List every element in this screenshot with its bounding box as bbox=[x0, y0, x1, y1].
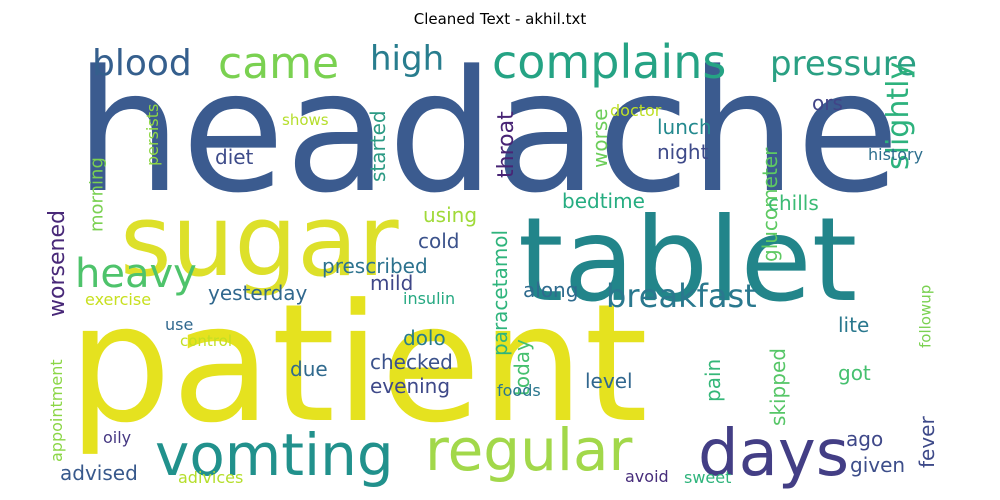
word-checked: checked bbox=[370, 350, 453, 374]
word-dolo: dolo bbox=[403, 326, 446, 350]
word-oily: oily bbox=[103, 428, 131, 447]
word-today: today bbox=[510, 339, 534, 396]
word-came: came bbox=[218, 38, 339, 89]
word-regular: regular bbox=[425, 416, 632, 484]
word-bedtime: bedtime bbox=[562, 189, 645, 213]
word-ors: ors bbox=[812, 91, 843, 115]
word-pain: pain bbox=[701, 359, 725, 402]
word-heavy: heavy bbox=[75, 251, 197, 297]
word-using: using bbox=[423, 203, 477, 227]
word-adivices: adivices bbox=[178, 468, 243, 487]
word-night: night bbox=[657, 140, 709, 164]
word-appointment: appointment bbox=[47, 359, 66, 462]
word-insulin: insulin bbox=[403, 289, 455, 308]
word-due: due bbox=[290, 357, 328, 381]
word-foods: foods bbox=[497, 381, 541, 400]
word-worse: worse bbox=[588, 108, 612, 168]
word-vomting: vomting bbox=[155, 421, 394, 489]
word-skipped: skipped bbox=[766, 348, 790, 426]
word-cold: cold bbox=[418, 229, 459, 253]
word-prescribed: prescribed bbox=[322, 254, 428, 278]
word-paracetamol: paracetamol bbox=[488, 230, 512, 356]
chart-title: Cleaned Text - akhil.txt bbox=[413, 10, 587, 28]
word-high: high bbox=[370, 39, 444, 79]
word-shows: shows bbox=[282, 111, 329, 129]
word-got: got bbox=[838, 361, 871, 385]
word-morning: morning bbox=[86, 157, 107, 232]
word-exercise: exercise bbox=[85, 290, 151, 309]
word-breakfast: breakfast bbox=[606, 277, 757, 315]
word-blood: blood bbox=[92, 43, 192, 84]
word-mild: mild bbox=[370, 271, 413, 295]
word-worsened: worsened bbox=[47, 210, 70, 317]
word-pressure: pressure bbox=[770, 44, 917, 84]
word-use: use bbox=[165, 315, 193, 334]
word-evening: evening bbox=[370, 374, 450, 398]
word-yesterday: yesterday bbox=[208, 281, 308, 305]
word-lunch: lunch bbox=[657, 115, 712, 139]
word-sweet: sweet bbox=[684, 468, 731, 487]
word-sugar: sugar bbox=[120, 184, 399, 299]
word-glucometer: glucometer bbox=[758, 147, 782, 262]
word-complains: complains bbox=[492, 38, 726, 89]
word-started: started bbox=[366, 110, 390, 182]
word-followup: followup bbox=[916, 285, 934, 348]
word-headache: headache bbox=[75, 38, 900, 230]
word-along: along bbox=[523, 278, 578, 302]
word-throat: throat bbox=[494, 111, 519, 178]
word-fever: fever bbox=[915, 416, 939, 468]
word-chills: chills bbox=[768, 191, 819, 215]
word-level: level bbox=[585, 369, 633, 393]
word-history: history bbox=[868, 145, 923, 164]
word-doctor: doctor bbox=[610, 101, 662, 120]
word-lite: lite bbox=[838, 313, 869, 337]
word-advised: advised bbox=[60, 461, 138, 485]
word-ago: ago bbox=[846, 427, 883, 451]
word-patient: patient bbox=[68, 270, 648, 459]
word-avoid: avoid bbox=[625, 467, 669, 486]
word-control: control bbox=[180, 332, 232, 350]
word-days: days bbox=[698, 417, 849, 491]
word-persists: persists bbox=[143, 104, 162, 166]
word-diet: diet bbox=[215, 145, 254, 169]
word-slightly: slightly bbox=[881, 62, 916, 170]
word-tablet: tablet bbox=[518, 193, 857, 328]
word-given: given bbox=[850, 453, 905, 477]
